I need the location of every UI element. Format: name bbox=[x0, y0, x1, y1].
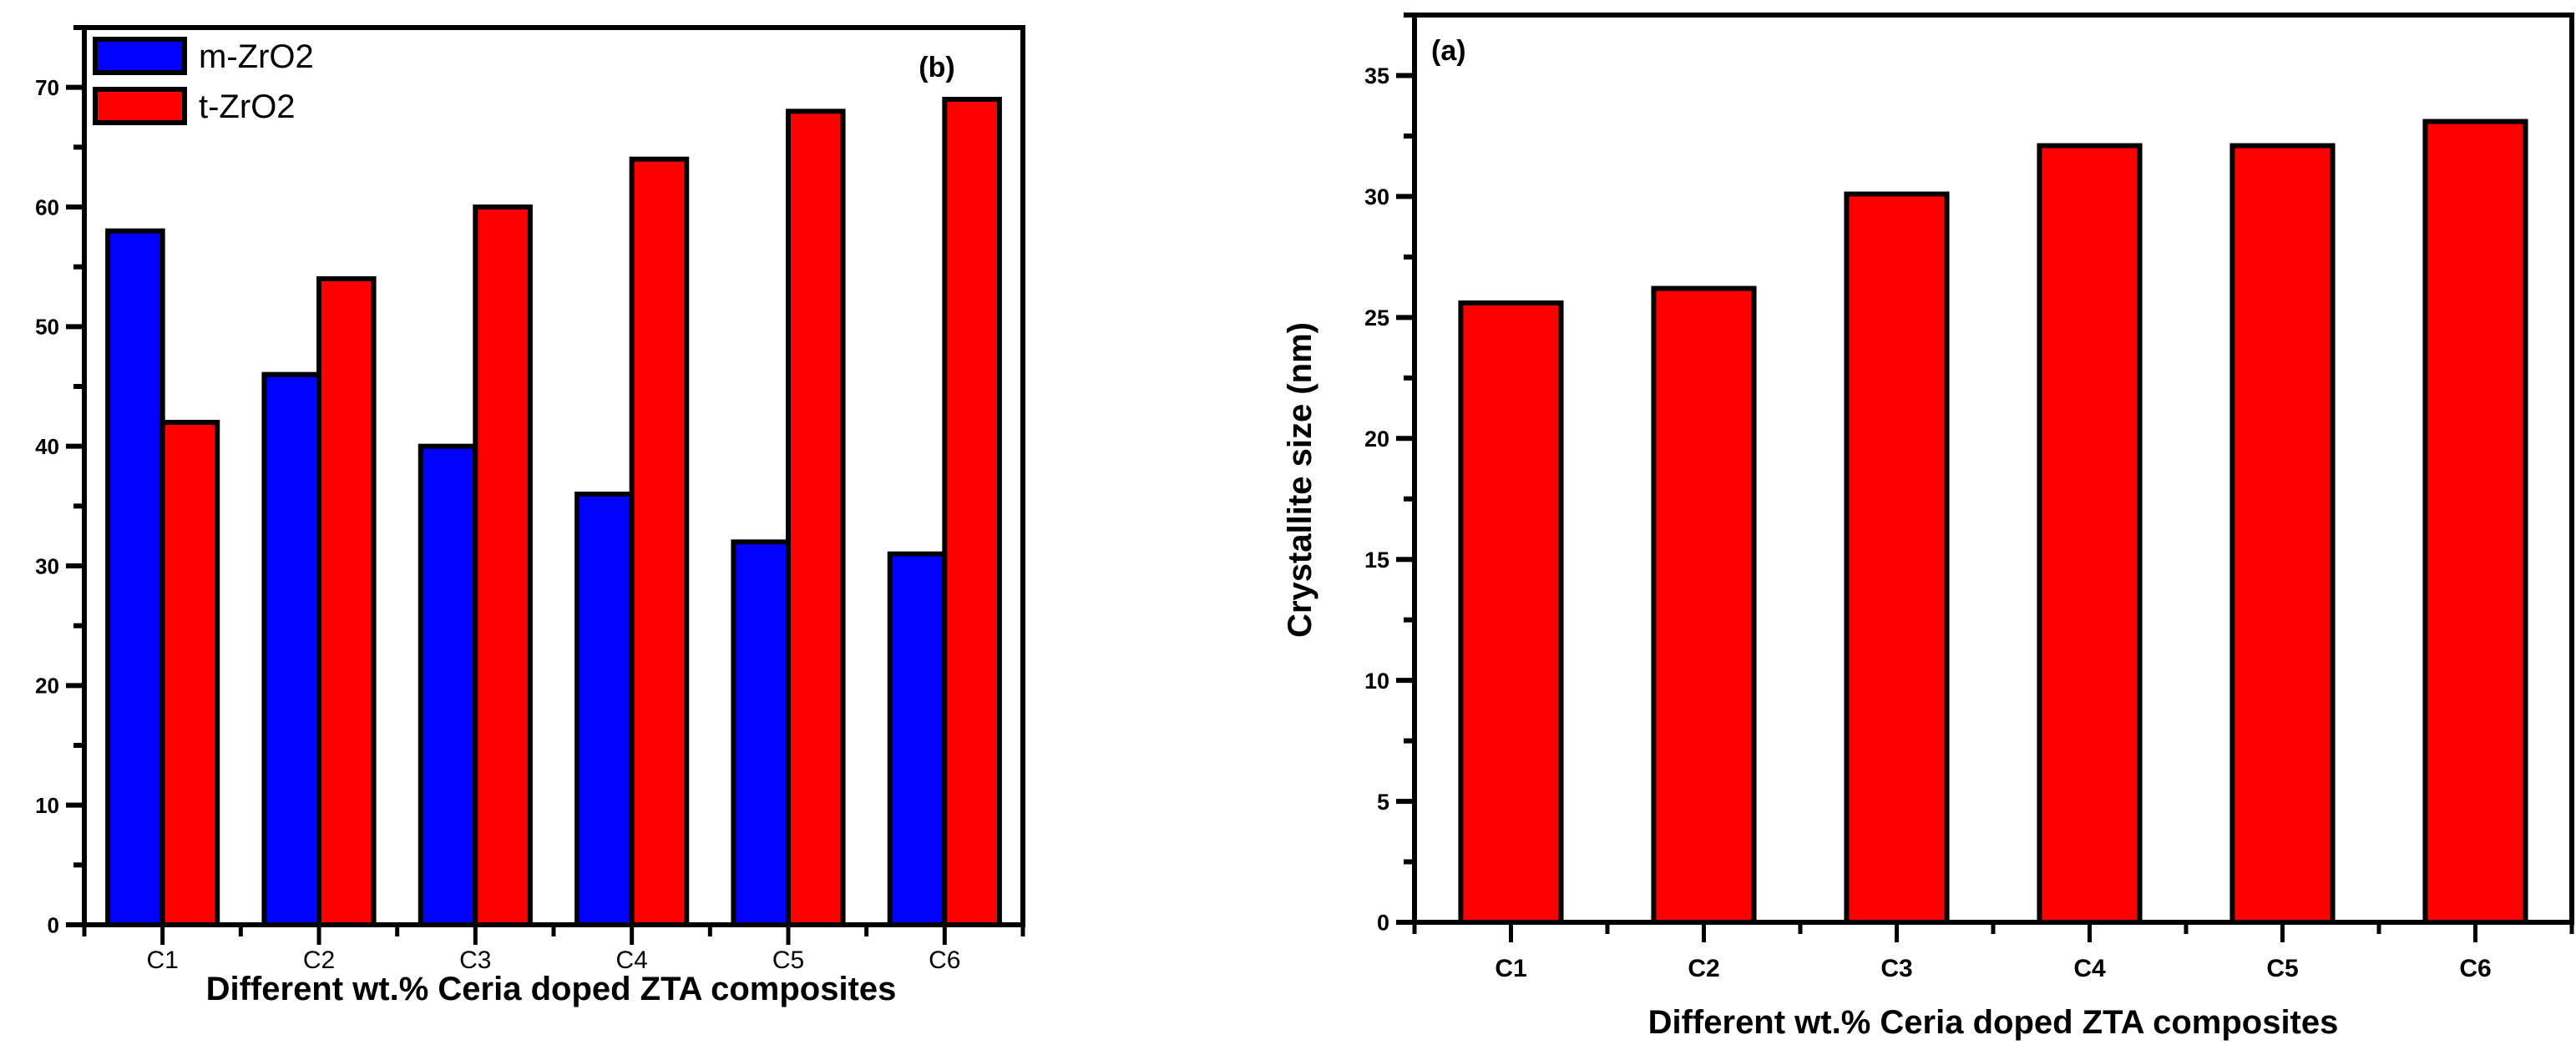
legend-label-t-zro2: t-ZrO2 bbox=[199, 88, 296, 125]
bar-m-zro2-c2 bbox=[261, 371, 321, 927]
y-tick-label: 0 bbox=[1377, 911, 1389, 936]
b-legend: m-ZrO2 t-ZrO2 bbox=[93, 37, 314, 125]
b-x-axis-title: Different wt.% Ceria doped ZTA composite… bbox=[206, 971, 897, 1007]
x-tick-label-c6: C6 bbox=[2459, 955, 2491, 982]
x-tick-label-c6: C6 bbox=[929, 946, 960, 974]
y-tick-label: 35 bbox=[1364, 63, 1389, 88]
b-panel-label: (b) bbox=[919, 52, 954, 83]
a-plot-frame bbox=[1412, 13, 2574, 925]
y-tick-label: 30 bbox=[1364, 184, 1389, 209]
x-tick-label-c2: C2 bbox=[1688, 955, 1719, 982]
legend-swatch-m-zro2 bbox=[93, 37, 187, 75]
bar-t-zro2-c4 bbox=[629, 156, 690, 927]
bar-m-zro2-c1 bbox=[105, 228, 165, 927]
bar-t-zro2-c2 bbox=[316, 276, 377, 927]
x-tick-label-c4: C4 bbox=[615, 946, 647, 974]
bar-t-zro2-c5 bbox=[786, 109, 846, 928]
a-y-axis-title: Crystallite size (nm) bbox=[1282, 322, 1318, 638]
bar-t-zro2-c6 bbox=[942, 97, 1002, 927]
y-tick-label: 20 bbox=[35, 674, 59, 699]
chart-a-crystallite-size: 0 5 10 15 20 25 30 35 C1 C2 C3 C4 C5 C6 (a) Differen… bbox=[1282, 13, 2574, 1041]
y-tick-label: 25 bbox=[1364, 305, 1389, 331]
a-x-axis-title: Different wt.% Ceria doped ZTA composite… bbox=[1648, 1004, 2339, 1041]
x-tick-label-c5: C5 bbox=[772, 946, 804, 974]
y-tick-label: 15 bbox=[1364, 548, 1389, 573]
y-tick-label: 60 bbox=[35, 194, 59, 220]
x-tick-label-c3: C3 bbox=[1880, 955, 1912, 982]
y-tick-label: 5 bbox=[1377, 790, 1389, 815]
y-tick-label: 20 bbox=[1364, 427, 1389, 452]
b-plot-frame bbox=[82, 25, 1025, 927]
x-tick-label-c3: C3 bbox=[459, 946, 491, 974]
a-bars bbox=[1458, 119, 2528, 926]
a-panel-label: (a) bbox=[1431, 35, 1466, 67]
a-x-axis: C1 C2 C3 C4 C5 C6 bbox=[1412, 922, 2574, 982]
legend-swatch-t-zro2 bbox=[93, 87, 187, 125]
x-tick-label-c4: C4 bbox=[2073, 955, 2106, 982]
x-tick-label-c5: C5 bbox=[2266, 955, 2298, 982]
b-bars bbox=[105, 97, 1002, 928]
bar-t-zro2-c1 bbox=[159, 420, 220, 927]
bar-m-zro2-c3 bbox=[418, 443, 478, 927]
bar-crystallite-size-c1 bbox=[1458, 300, 1564, 925]
y-tick-label: 10 bbox=[1364, 669, 1389, 694]
y-tick-label: 40 bbox=[35, 434, 59, 459]
a-y-axis: 0 5 10 15 20 25 30 35 bbox=[1364, 13, 1415, 936]
b-y-axis: 0 10 20 30 40 50 60 70 bbox=[35, 25, 84, 937]
y-tick-label: 50 bbox=[35, 315, 59, 340]
y-tick-label: 0 bbox=[48, 912, 59, 937]
bar-m-zro2-c4 bbox=[574, 492, 635, 927]
y-tick-label: 70 bbox=[35, 75, 59, 100]
bar-crystallite-size-c2 bbox=[1651, 285, 1757, 926]
x-tick-label-c2: C2 bbox=[303, 946, 335, 974]
bar-crystallite-size-c5 bbox=[2229, 143, 2336, 925]
bar-m-zro2-c6 bbox=[887, 551, 948, 928]
bar-m-zro2-c5 bbox=[731, 539, 792, 927]
chart-b-mono-tetra-fraction: 0 10 20 30 40 50 60 70 C1 C2 C3 C4 C5 C6 m-ZrO2 t-Zr… bbox=[35, 25, 1025, 1007]
y-tick-label: 10 bbox=[35, 793, 59, 818]
bar-crystallite-size-c3 bbox=[1844, 191, 1950, 925]
x-tick-label-c1: C1 bbox=[1495, 955, 1526, 982]
legend-label-m-zro2: m-ZrO2 bbox=[199, 38, 314, 75]
y-tick-label: 30 bbox=[35, 553, 59, 578]
bar-t-zro2-c3 bbox=[473, 204, 533, 927]
bar-crystallite-size-c4 bbox=[2037, 143, 2143, 925]
x-tick-label-c1: C1 bbox=[146, 946, 178, 974]
b-x-axis: C1 C2 C3 C4 C5 C6 bbox=[82, 925, 1025, 974]
bar-crystallite-size-c6 bbox=[2422, 119, 2528, 926]
